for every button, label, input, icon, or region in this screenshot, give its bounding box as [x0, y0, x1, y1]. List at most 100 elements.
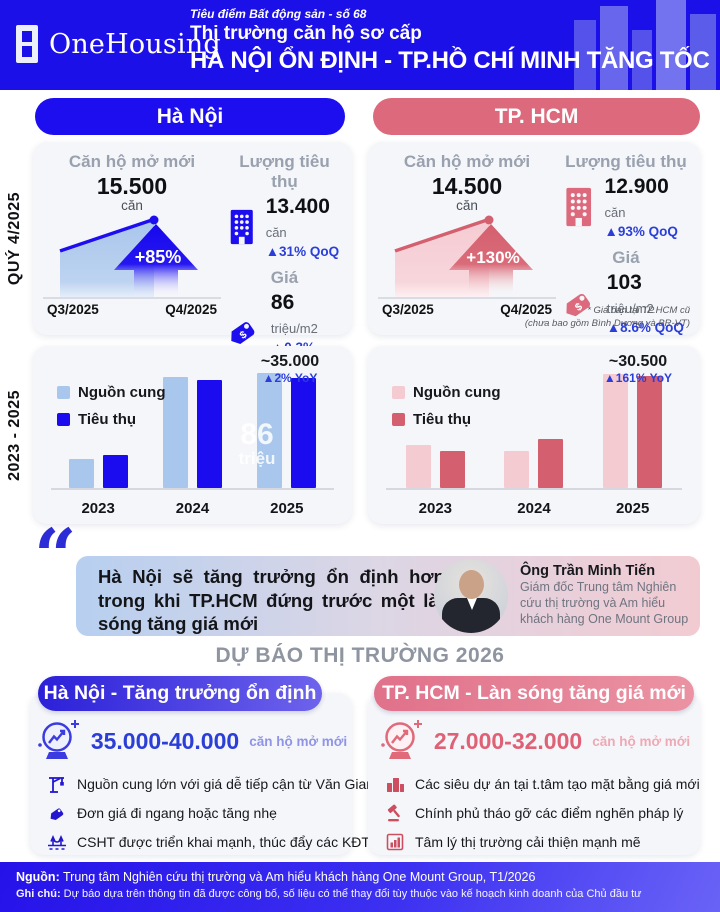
header-banner: OneHousing Tiêu điểm Bất động sản - số 6…	[0, 0, 720, 90]
hanoi-q3-label: Q3/2025	[47, 302, 99, 317]
gavel-icon	[384, 802, 406, 824]
hcm-price-value-row: 103 triệu/m2	[606, 271, 654, 316]
footer-note: Ghi chú: Dự báo dựa trên thông tin đã đư…	[16, 888, 642, 900]
header-subtitle: Thị trường căn hộ sơ cấp	[190, 23, 422, 44]
expert-role: Giám đốc Trung tâm Nghiên cứu thị trường…	[520, 580, 689, 626]
onehousing-logo: OneHousing	[14, 24, 221, 64]
hanoi-quarter-labels: Q3/2025 Q4/2025	[43, 297, 221, 317]
absorption-legend-label: Tiêu thụ	[78, 411, 137, 428]
hanoi-forecast-card: 35.000-40.000 căn hộ mở mới Nguồn cung l…	[30, 693, 382, 855]
bar-2025	[291, 377, 317, 488]
hanoi-absorption-qoq: ▲31% QoQ	[265, 244, 340, 259]
list-item: Tâm lý thị trường cải thiện mạnh mẽ	[384, 831, 690, 853]
crystal-ball-icon	[381, 720, 422, 759]
hanoi-bar-plot	[51, 370, 334, 490]
absorption-legend-swatch	[392, 413, 405, 426]
hanoi-new-supply-title: Căn hộ mở mới	[68, 152, 196, 171]
hanoi-forecast-bullets: Nguồn cung lớn với giá dễ tiếp cận từ Vă…	[46, 773, 382, 860]
hanoi-forecast-pill: Hà Nội - Tăng trưởng ổn định	[38, 676, 322, 711]
hcm-forecast-range-unit: căn hộ mở mới	[592, 733, 691, 749]
hanoi-absorption-value-row: 13.400 căn	[265, 195, 330, 240]
svg-text:$: $	[238, 329, 249, 341]
hanoi-forecast-range: 35.000-40.000	[90, 727, 240, 754]
hanoi-price-title: Giá	[270, 268, 299, 287]
page-title: HÀ NỘI ỔN ĐỊNH - TP.HỒ CHÍ MINH TĂNG TỐC	[190, 47, 710, 74]
supply-legend-swatch	[392, 386, 405, 399]
hanoi-growth-arrow-chart: +85%	[59, 215, 198, 297]
quote-mark-icon: “	[34, 514, 77, 600]
hcm-new-supply-unit: căn	[456, 198, 478, 213]
hcm-q3-label: Q3/2025	[382, 302, 434, 317]
bar-group-2024	[162, 370, 222, 488]
onehousing-logo-icon	[16, 25, 38, 63]
bar-2023	[102, 455, 128, 488]
expert-name: Ông Trần Minh Tiến	[520, 563, 656, 579]
hcm-new-supply-block: Căn hộ mở mới 14.500 căn +130% Q3/2025 Q…	[378, 152, 556, 317]
hanoi-growth-label: +85%	[135, 247, 182, 267]
hcm-absorption-value-row: 12.900 căn	[604, 175, 669, 220]
hcm-bar-plot	[386, 370, 682, 490]
hcm-price-title: Giá	[612, 248, 640, 267]
hcm-metrics-block: Lượng tiêu thụ 12.900 căn ▲93% QoQ Giá	[560, 152, 692, 335]
expert-quote-card: Hà Nội sẽ tăng trưởng ổn định hơn, trong…	[76, 556, 700, 636]
forecast-section-title: DỰ BÁO THỊ TRƯỜNG 2026	[215, 644, 505, 667]
list-item: Các siêu dự án tại t.tâm tạo mặt bằng gi…	[384, 773, 700, 795]
hcm-absorption-qoq: ▲93% QoQ	[604, 224, 678, 239]
expert-avatar	[434, 559, 508, 633]
chart-legend: Nguồn cung Tiêu thụ	[57, 384, 165, 438]
bar-2024	[504, 451, 530, 488]
hcm-price-unit: triệu/m2	[606, 301, 654, 316]
hcm-growth-label: +130%	[466, 248, 519, 267]
list-item: Nguồn cung lớn với giá dễ tiếp cận từ Vă…	[46, 773, 382, 795]
hcm-new-supply-value: 14.500	[431, 173, 503, 199]
bar-group-2023	[405, 370, 465, 488]
bar-2025	[603, 373, 629, 488]
bar-chart-icon	[384, 831, 406, 853]
bar-2025	[637, 375, 663, 488]
expert-info: Ông Trần Minh Tiến Giám đốc Trung tâm Ng…	[520, 563, 698, 627]
hcm-yearly-chart-card: Nguồn cung Tiêu thụ ~30.500 ▲161% YoY 20…	[368, 346, 700, 524]
list-item: Chính phủ tháo gỡ các điểm nghẽn pháp lý	[384, 802, 690, 824]
brand-name: OneHousing	[49, 28, 221, 60]
hanoi-absorption-unit: căn	[265, 225, 287, 240]
building-icon	[230, 209, 253, 245]
hcm-forecast-range: 27.000-32.000	[433, 727, 583, 754]
hanoi-metrics-block: Lượng tiêu thụ 13.400 căn ▲31% QoQ Giá	[225, 152, 344, 370]
hanoi-new-supply-value: 15.500	[96, 173, 168, 199]
bridge-icon	[46, 831, 68, 853]
years-side-label: 2023 - 2025	[6, 389, 23, 481]
hcm-price-qoq: ▲8.6% QoQ	[606, 320, 684, 335]
hanoi-price-value-row: 86 triệu/m2	[270, 291, 318, 336]
bar-group-2025	[603, 370, 663, 488]
hcm-absorption-unit: căn	[604, 205, 626, 220]
hanoi-pill: Hà Nội	[35, 98, 345, 135]
hanoi-q4-label: Q4/2025	[165, 302, 217, 317]
bar-2024	[538, 438, 564, 488]
hcm-quarter-card: Căn hộ mở mới 14.500 căn +130% Q3/2025 Q…	[368, 142, 700, 335]
quote-text: Hà Nội sẽ tăng trưởng ổn định hơn, trong…	[98, 566, 450, 635]
hanoi-absorption-title: Lượng tiêu thụ	[239, 152, 330, 191]
hanoi-2025-annotation: ~35.000 ▲2% YoY	[260, 353, 320, 385]
quarter-side-label: QUÝ 4/2025	[6, 191, 23, 286]
hcm-quarter-labels: Q3/2025 Q4/2025	[378, 297, 556, 317]
hcm-forecast-pill: TP. HCM - Làn sóng tăng giá mới	[374, 676, 694, 711]
price-watermark: 86 triệu	[238, 418, 276, 468]
bar-2024	[162, 376, 188, 488]
building-icon	[566, 187, 592, 227]
bar-2024	[196, 379, 222, 488]
bar-2023	[405, 444, 431, 488]
hcm-price-footnote: * Giá bán tại TP.HCM cũ (chưa bao gồm Bì…	[524, 305, 690, 329]
hcm-2025-annotation: ~30.500 ▲161% YoY	[603, 353, 673, 385]
absorption-legend-label: Tiêu thụ	[413, 411, 472, 428]
buildings-icon	[384, 773, 406, 795]
city-skyline-image	[570, 0, 720, 90]
hcm-absorption-title: Lượng tiêu thụ	[565, 152, 687, 171]
list-item: Đơn giá đi ngang hoặc tăng nhẹ	[46, 802, 342, 824]
hanoi-price-unit: triệu/m2	[270, 321, 318, 336]
hcm-year-labels: 2023 2024 2025	[418, 500, 650, 517]
hcm-forecast-card: 27.000-32.000 căn hộ mở mới Các siêu dự …	[368, 693, 700, 855]
price-tag-icon: $	[566, 294, 590, 317]
price-tag-icon	[46, 802, 68, 824]
price-tag-icon: $	[231, 321, 255, 344]
